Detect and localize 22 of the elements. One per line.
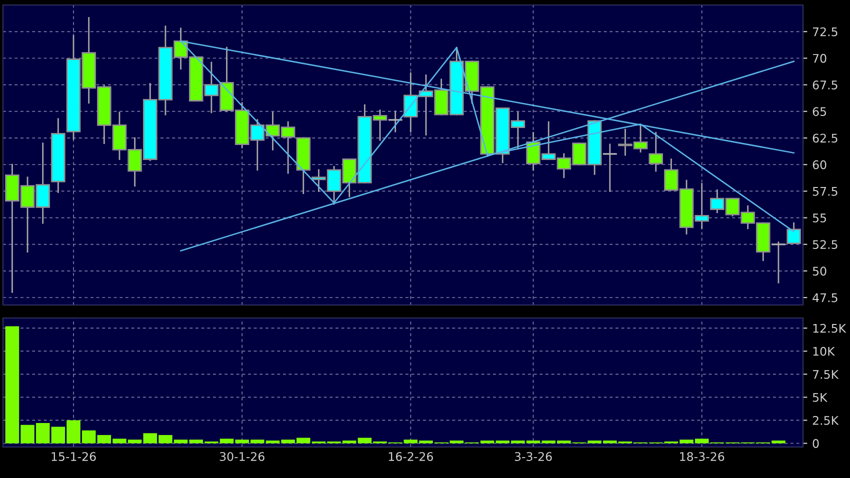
y-tick-label: 7.5K (812, 370, 839, 379)
y-tick-label: 47.5 (812, 293, 838, 302)
x-tick-label: 18-3-26 (680, 452, 724, 461)
y-tick-label: 2.5K (812, 416, 839, 425)
y-tick-label: 67.5 (812, 80, 838, 90)
y-tick-label: 10K (813, 346, 836, 356)
y-tick-label: 55 (812, 214, 826, 222)
y-tick-label: 70 (812, 54, 826, 63)
x-tick-label: 15-1-26 (52, 452, 96, 461)
y-tick-label: 62.5 (812, 134, 838, 143)
x-tick-label: 3-3-26 (514, 452, 552, 461)
y-tick-label: 5K (812, 393, 828, 402)
y-tick-label: 72.5 (812, 27, 838, 36)
y-tick-label: 60 (812, 160, 826, 170)
x-tick-label: 16-2-26 (388, 452, 433, 461)
y-tick-label: 52.5 (812, 240, 838, 250)
y-tick-label: 12.5K (813, 324, 846, 333)
y-tick-label: 0 (812, 439, 819, 448)
y-tick-label: 57.5 (812, 187, 838, 196)
x-tick-label: 30-1-26 (220, 452, 264, 461)
y-tick-label: 50 (812, 266, 826, 276)
y-tick-label: 65 (812, 107, 826, 116)
